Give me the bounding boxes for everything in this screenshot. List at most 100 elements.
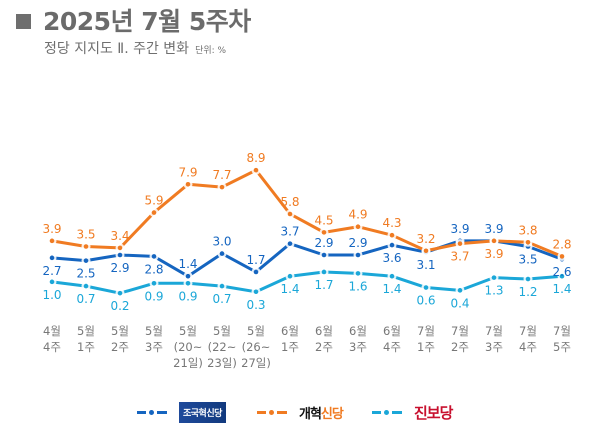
data-label-jokuk: 3.5 [518,253,537,267]
data-point-jokuk [251,267,261,277]
line-chart: 1.0 0.7 0.2 0.9 0.9 0.7 0.3 1.4 1.7 1.6 1.4 0.6 0.4 1… [42,151,571,370]
x-tick-text: (20~ [174,340,203,354]
data-point-jokuk [47,253,57,263]
series-line-gaehyeok [50,168,564,258]
x-tick-text: 7월 [553,324,571,338]
data-point-gaehyeok [183,179,193,189]
data-point-gaehyeok [115,243,125,253]
data-label-jokuk: 1.7 [246,253,265,267]
data-label-jokuk: 2.5 [76,267,95,281]
data-label-gaehyeok: 8.9 [246,151,265,165]
data-point-gaehyeok [47,236,57,246]
legend: 조국혁신당 개혁신당 진보당 [0,400,600,424]
data-label-gaehyeok: 5.8 [280,195,299,209]
x-tick-text: 27일) [241,356,271,370]
data-point-gaehyeok [217,182,227,192]
x-tick-text: (26~ [242,340,271,354]
data-label-gaehyeok: 7.7 [212,168,231,182]
x-tick-text: 5월 [247,324,265,338]
data-point-jinbo [81,281,91,291]
data-point-jokuk [115,250,125,260]
data-label-gaehyeok: 2.8 [552,237,571,251]
data-label-gaehyeok: 3.5 [76,228,95,242]
data-label-jokuk: 2.9 [110,261,129,275]
page-title: 2025년 7월 5주차 [43,7,251,36]
data-label-jinbo: 0.3 [246,298,265,312]
data-label-jokuk: 3.1 [416,258,435,272]
series-points [47,165,567,298]
x-tick-text: 5월 [213,324,231,338]
data-point-jokuk [81,256,91,266]
data-label-gaehyeok: 5.9 [144,194,163,208]
data-point-jinbo [455,285,465,295]
data-label-jokuk: 2.9 [348,236,367,250]
x-tick-text: 7월 [417,324,435,338]
data-label-jinbo: 1.4 [280,282,299,296]
data-point-gaehyeok [489,236,499,246]
data-point-gaehyeok [251,165,261,175]
legend-item-gaehyeok: 개혁신당 [257,400,344,424]
x-tick-text: 6월 [349,324,367,338]
legend-logo-gaehyeok-accent: 신당 [320,406,344,422]
legend-logo-gaehyeok-prefix: 개혁 [299,406,322,422]
x-tick-text: 7월 [485,324,503,338]
data-point-jinbo [319,267,329,277]
data-label-gaehyeok: 4.3 [382,216,401,230]
data-point-gaehyeok [353,222,363,232]
data-label-gaehyeok: 3.7 [450,250,469,264]
x-tick-text: 6월 [383,324,401,338]
x-axis-labels: 4월4주5월1주5월2주5월3주5월(20~21일)5월(22~23일)5월(2… [43,324,571,370]
data-point-gaehyeok [421,246,431,256]
data-point-jinbo [47,277,57,287]
data-point-gaehyeok [319,227,329,237]
data-point-jinbo [421,283,431,293]
x-tick-text: 6월 [315,324,333,338]
x-tick-text: 5월 [77,324,95,338]
data-label-jinbo: 1.2 [518,285,537,299]
title-row: 2025년 7월 5주차 [16,4,251,36]
x-tick-text: 6월 [281,324,299,338]
x-tick-text: 5월 [179,324,197,338]
data-label-jinbo: 1.4 [382,282,401,296]
data-label-jokuk: 2.7 [42,264,61,278]
x-tick-text: 4주 [43,340,61,354]
x-tick-label: 5월 (26~ 27일) [241,324,271,370]
data-point-jokuk [149,251,159,261]
data-point-jinbo [183,278,193,288]
x-tick-text: 3주 [145,340,163,354]
data-point-gaehyeok [387,230,397,240]
data-label-jinbo: 1.6 [348,279,367,293]
x-tick-text: 23일) [207,356,237,370]
x-tick-label: 5월 (22~ 23일) [207,324,237,370]
data-label-jokuk: 3.7 [280,225,299,239]
data-label-jinbo: 1.4 [552,282,571,296]
data-label-jinbo: 1.7 [314,278,333,292]
x-tick-label: 5월 (20~ 21일) [173,324,203,370]
data-label-gaehyeok: 4.9 [348,208,367,222]
data-label-jinbo: 0.9 [178,289,197,303]
x-tick-text: 4월 [43,324,61,338]
data-label-jokuk: 3.9 [484,222,503,236]
unit-label: 단위: % [195,46,227,56]
x-tick-text: 5주 [553,340,571,354]
data-point-gaehyeok [81,242,91,252]
x-tick-text: 1주 [417,340,435,354]
data-point-jinbo [387,271,397,281]
series-lines [50,168,564,295]
data-point-jokuk [319,250,329,260]
legend-line-jinbo [372,409,402,415]
legend-logo-jokuk: 조국혁신당 [179,401,226,423]
data-label-gaehyeok: 3.9 [484,247,503,261]
x-tick-text: 2주 [315,340,333,354]
x-tick-text: 1주 [281,340,299,354]
x-tick-text: 1주 [77,340,95,354]
